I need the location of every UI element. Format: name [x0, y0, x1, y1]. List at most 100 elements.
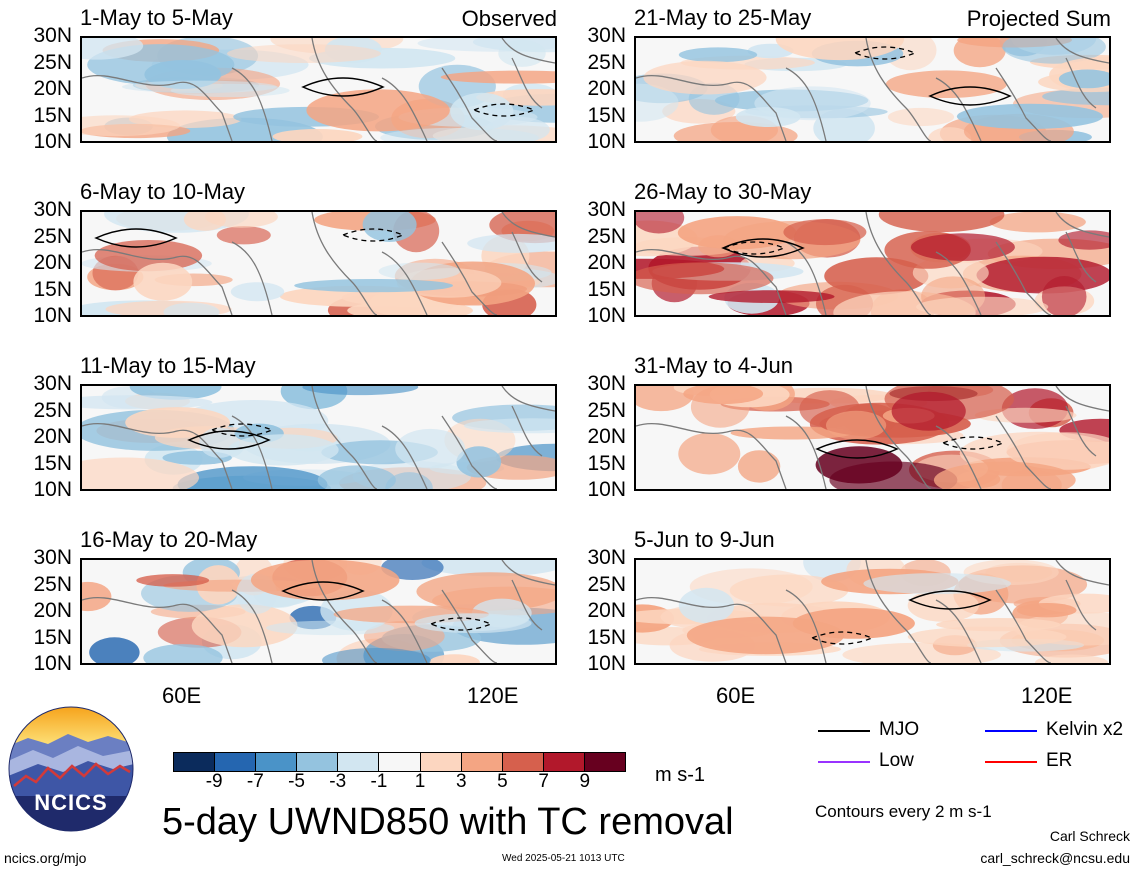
colorbar-swatch — [460, 753, 502, 771]
latitude-tick-label: 15N — [33, 451, 72, 475]
latitude-tick-label: 20N — [587, 251, 626, 274]
panel-title: 5-Jun to 9-Jun — [634, 527, 775, 552]
colorbar-swatch — [501, 753, 543, 771]
main-title: 5-day UWND850 with TC removal — [162, 801, 734, 843]
latitude-tick-label: 20N — [33, 251, 72, 274]
legend-label: Kelvin x2 — [1046, 719, 1124, 740]
colorbar-tick-label: -5 — [288, 771, 305, 792]
panel-title: 31-May to 4-Jun — [634, 353, 793, 378]
map-panel — [80, 36, 557, 143]
colorbar-swatch — [378, 753, 420, 771]
latitude-tick-label: 25N — [33, 50, 72, 74]
latitude-tick-label: 15N — [33, 625, 72, 649]
colorbar-swatch — [542, 753, 584, 771]
legend-line-swatch — [985, 730, 1037, 732]
latitude-tick-label: 25N — [587, 50, 626, 74]
colorbar-swatch — [583, 753, 626, 771]
map-panel — [634, 558, 1111, 665]
ncics-logo: NCICS — [8, 706, 134, 832]
map-panel — [80, 210, 557, 317]
latitude-tick-label: 30N — [33, 372, 72, 395]
colorbar-tick-label: -9 — [205, 771, 223, 792]
colorbar-tick-label: 3 — [455, 771, 467, 792]
colorbar-tick-label: 7 — [538, 771, 549, 792]
latitude-tick-label: 30N — [33, 24, 72, 47]
latitude-tick-label: 15N — [587, 103, 626, 127]
panel-title: 16-May to 20-May — [80, 527, 258, 552]
latitude-tick-label: 10N — [587, 652, 626, 675]
latitude-tick-label: 30N — [33, 546, 72, 569]
latitude-tick-label: 15N — [587, 277, 626, 301]
colorbar-units: m s-1 — [655, 764, 705, 786]
contour-note: Contours every 2 m s-1 — [815, 802, 992, 821]
legend-label: MJO — [879, 719, 920, 740]
legend-line-swatch — [818, 761, 870, 763]
legend-line-swatch — [985, 761, 1037, 763]
latitude-tick-label: 15N — [587, 625, 626, 649]
latitude-tick-label: 30N — [587, 198, 626, 221]
longitude-tick-label: 120E — [467, 683, 519, 708]
latitude-tick-label: 25N — [33, 572, 72, 596]
latitude-tick-label: 25N — [587, 224, 626, 248]
logo-text: NCICS — [34, 790, 108, 815]
colorbar-swatch — [419, 753, 461, 771]
footer-url[interactable]: ncics.org/mjo — [4, 850, 87, 866]
footer-author: Carl Schreck — [1049, 828, 1130, 844]
latitude-tick-label: 25N — [33, 398, 72, 422]
latitude-tick-label: 20N — [33, 77, 72, 100]
longitude-tick-label: 120E — [1021, 683, 1073, 708]
panel-source-label: Projected Sum — [966, 6, 1111, 31]
map-panel — [80, 558, 557, 665]
colorbar-tick-label: 5 — [497, 771, 508, 792]
colorbar-swatch — [214, 753, 256, 771]
latitude-tick-label: 30N — [587, 372, 626, 395]
latitude-tick-label: 20N — [33, 425, 72, 448]
latitude-tick-label: 30N — [33, 198, 72, 221]
latitude-tick-label: 20N — [587, 77, 626, 100]
latitude-tick-label: 10N — [33, 652, 72, 675]
colorbar-tick-label: -3 — [329, 771, 347, 792]
map-panel — [634, 36, 1111, 143]
latitude-tick-label: 25N — [33, 224, 72, 248]
panel-title: 21-May to 25-May — [634, 5, 812, 30]
latitude-tick-label: 20N — [587, 599, 626, 622]
latitude-tick-label: 30N — [587, 546, 626, 569]
latitude-tick-label: 20N — [587, 425, 626, 448]
latitude-tick-label: 20N — [33, 599, 72, 622]
legend-line-swatch — [818, 730, 870, 732]
latitude-tick-label: 25N — [587, 398, 626, 422]
panel-title: 6-May to 10-May — [80, 179, 246, 204]
longitude-tick-label: 60E — [162, 683, 202, 708]
latitude-tick-label: 10N — [33, 130, 72, 153]
colorbar-swatch — [174, 753, 215, 771]
panel-source-label: Observed — [461, 6, 557, 31]
footer-timestamp: Wed 2025-05-21 1013 UTC — [502, 853, 625, 864]
map-panel — [634, 384, 1111, 491]
longitude-tick-label: 60E — [716, 683, 756, 708]
latitude-tick-label: 25N — [587, 572, 626, 596]
panel-title: 1-May to 5-May — [80, 5, 233, 30]
latitude-tick-label: 15N — [587, 451, 626, 475]
latitude-tick-label: 15N — [33, 103, 72, 127]
colorbar-tick-label: -1 — [370, 771, 388, 792]
footer-email[interactable]: carl_schreck@ncsu.edu — [980, 850, 1130, 866]
legend-label: ER — [1046, 750, 1073, 771]
latitude-tick-label: 10N — [587, 304, 626, 327]
map-panel — [80, 384, 557, 491]
panel-title: 26-May to 30-May — [634, 179, 812, 204]
map-panel — [634, 210, 1111, 317]
latitude-tick-label: 30N — [587, 24, 626, 47]
colorbar — [173, 752, 626, 772]
latitude-tick-label: 10N — [33, 304, 72, 327]
colorbar-tick-label: 9 — [579, 771, 591, 792]
panel-title: 11-May to 15-May — [80, 353, 256, 378]
colorbar-swatch — [255, 753, 297, 771]
colorbar-swatch — [296, 753, 338, 771]
colorbar-tick-label: -7 — [246, 771, 264, 792]
latitude-tick-label: 10N — [587, 478, 626, 501]
latitude-tick-label: 10N — [33, 478, 72, 501]
colorbar-tick-label: 1 — [414, 771, 426, 792]
legend-label: Low — [879, 750, 914, 771]
latitude-tick-label: 15N — [33, 277, 72, 301]
latitude-tick-label: 10N — [587, 130, 626, 153]
